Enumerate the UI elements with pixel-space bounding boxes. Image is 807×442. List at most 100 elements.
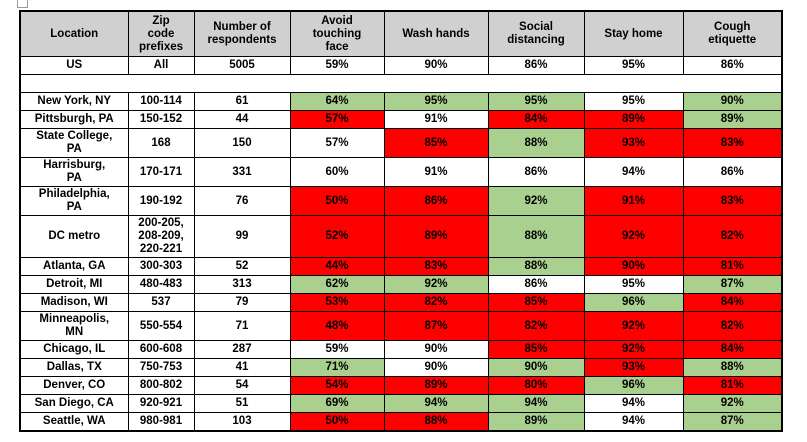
avoid-touching-face-cell: 50%	[289, 186, 385, 216]
cough-etiquette-cell: 86%	[682, 157, 783, 187]
stay-home-cell: 96%	[583, 293, 684, 312]
stay-home-cell: 93%	[583, 358, 684, 377]
column-header-location: Location	[19, 10, 129, 57]
location-cell: DC metro	[19, 215, 129, 258]
column-header-zip-code-prefixes: Zip code prefixes	[127, 10, 195, 57]
location-cell: San Diego, CA	[19, 394, 129, 413]
table-row: Detroit, MI 480-483 313 62% 92% 86% 95% 87%	[19, 275, 783, 294]
wash-hands-cell: 95%	[383, 92, 489, 111]
table-row: Minneapolis, MN 550-554 71 48% 87% 82% 92% 82%	[19, 311, 783, 341]
spacer-row	[19, 74, 783, 93]
location-cell: Philadelphia, PA	[19, 186, 129, 216]
stay-home-cell: 92%	[583, 311, 684, 341]
stay-home-cell: 92%	[583, 340, 684, 359]
avoid-touching-face-cell: 53%	[289, 293, 385, 312]
table-row: Harrisburg, PA 170-171 331 60% 91% 86% 94% 86%	[19, 157, 783, 187]
table-row: State College, PA 168 150 57% 85% 88% 93% 83%	[19, 128, 783, 158]
avoid-touching-face-cell: 52%	[289, 215, 385, 258]
stay-home-cell: 93%	[583, 128, 684, 158]
wash-hands-cell: 90%	[383, 56, 489, 75]
stay-home-cell: 92%	[583, 215, 684, 258]
social-distancing-cell: 85%	[487, 293, 585, 312]
stay-home-cell: 91%	[583, 186, 684, 216]
table-body: Location Zip code prefixes Number of respo…	[19, 10, 783, 432]
wash-hands-cell: 82%	[383, 293, 489, 312]
location-cell: Madison, WI	[19, 293, 129, 312]
social-distancing-cell: 86%	[487, 275, 585, 294]
wash-hands-cell: 88%	[383, 412, 489, 432]
respondents-cell: 313	[193, 275, 291, 294]
cough-etiquette-cell: 82%	[682, 215, 783, 258]
location-cell: Pittsburgh, PA	[19, 110, 129, 129]
table-row: Atlanta, GA 300-303 52 44% 83% 88% 90% 81%	[19, 257, 783, 276]
cough-etiquette-cell: 88%	[682, 358, 783, 377]
cough-etiquette-cell: 90%	[682, 92, 783, 111]
location-cell: New York, NY	[19, 92, 129, 111]
respondents-cell: 41	[193, 358, 291, 377]
table-row: Denver, CO 800-802 54 54% 89% 80% 96% 81%	[19, 376, 783, 395]
cough-etiquette-cell: 83%	[682, 186, 783, 216]
respondents-cell: 5005	[193, 56, 291, 75]
location-cell: Denver, CO	[19, 376, 129, 395]
table-row: DC metro 200-205, 208-209, 220-221 99 52% 89…	[19, 215, 783, 258]
social-distancing-cell: 80%	[487, 376, 585, 395]
wash-hands-cell: 85%	[383, 128, 489, 158]
location-cell: Atlanta, GA	[19, 257, 129, 276]
zip-cell: 800-802	[127, 376, 195, 395]
cough-etiquette-cell: 87%	[682, 412, 783, 432]
wash-hands-cell: 92%	[383, 275, 489, 294]
column-header-number-of-respondents: Number of respondents	[193, 10, 291, 57]
avoid-touching-face-cell: 64%	[289, 92, 385, 111]
avoid-touching-face-cell: 50%	[289, 412, 385, 432]
respondents-cell: 150	[193, 128, 291, 158]
respondents-cell: 99	[193, 215, 291, 258]
wash-hands-cell: 90%	[383, 340, 489, 359]
stay-home-cell: 94%	[583, 412, 684, 432]
avoid-touching-face-cell: 69%	[289, 394, 385, 413]
table-row: Seattle, WA 980-981 103 50% 88% 89% 94% 87%	[19, 412, 783, 432]
cough-etiquette-cell: 92%	[682, 394, 783, 413]
spacer-cell	[19, 74, 783, 93]
cough-etiquette-cell: 83%	[682, 128, 783, 158]
column-header-avoid-touching-face: Avoid touching face	[289, 10, 385, 57]
zip-cell: 100-114	[127, 92, 195, 111]
location-cell: Seattle, WA	[19, 412, 129, 432]
table-row: Pittsburgh, PA 150-152 44 57% 91% 84% 89% 89%	[19, 110, 783, 129]
wash-hands-cell: 89%	[383, 215, 489, 258]
table-row: US All 5005 59% 90% 86% 95% 86%	[19, 56, 783, 75]
location-cell: Chicago, IL	[19, 340, 129, 359]
respondents-cell: 331	[193, 157, 291, 187]
stay-home-cell: 96%	[583, 376, 684, 395]
social-distancing-cell: 90%	[487, 358, 585, 377]
wash-hands-cell: 90%	[383, 358, 489, 377]
social-distancing-cell: 92%	[487, 186, 585, 216]
checkbox-icon[interactable]	[17, 0, 28, 8]
social-distancing-cell: 95%	[487, 92, 585, 111]
cough-etiquette-cell: 89%	[682, 110, 783, 129]
avoid-touching-face-cell: 57%	[289, 110, 385, 129]
stay-home-cell: 94%	[583, 394, 684, 413]
respondents-cell: 287	[193, 340, 291, 359]
avoid-touching-face-cell: 48%	[289, 311, 385, 341]
cough-etiquette-cell: 84%	[682, 340, 783, 359]
wash-hands-cell: 91%	[383, 110, 489, 129]
social-distancing-cell: 84%	[487, 110, 585, 129]
social-distancing-cell: 85%	[487, 340, 585, 359]
zip-cell: 190-192	[127, 186, 195, 216]
zip-cell: 150-152	[127, 110, 195, 129]
table-row: Chicago, IL 600-608 287 59% 90% 85% 92% 84%	[19, 340, 783, 359]
zip-cell: 170-171	[127, 157, 195, 187]
stay-home-cell: 95%	[583, 56, 684, 75]
stay-home-cell: 90%	[583, 257, 684, 276]
avoid-touching-face-cell: 60%	[289, 157, 385, 187]
stay-home-cell: 89%	[583, 110, 684, 129]
wash-hands-cell: 91%	[383, 157, 489, 187]
cough-etiquette-cell: 81%	[682, 376, 783, 395]
header-row: Location Zip code prefixes Number of respo…	[19, 10, 783, 57]
social-distancing-cell: 82%	[487, 311, 585, 341]
location-cell: Harrisburg, PA	[19, 157, 129, 187]
zip-cell: 537	[127, 293, 195, 312]
wash-hands-cell: 94%	[383, 394, 489, 413]
respondents-cell: 44	[193, 110, 291, 129]
